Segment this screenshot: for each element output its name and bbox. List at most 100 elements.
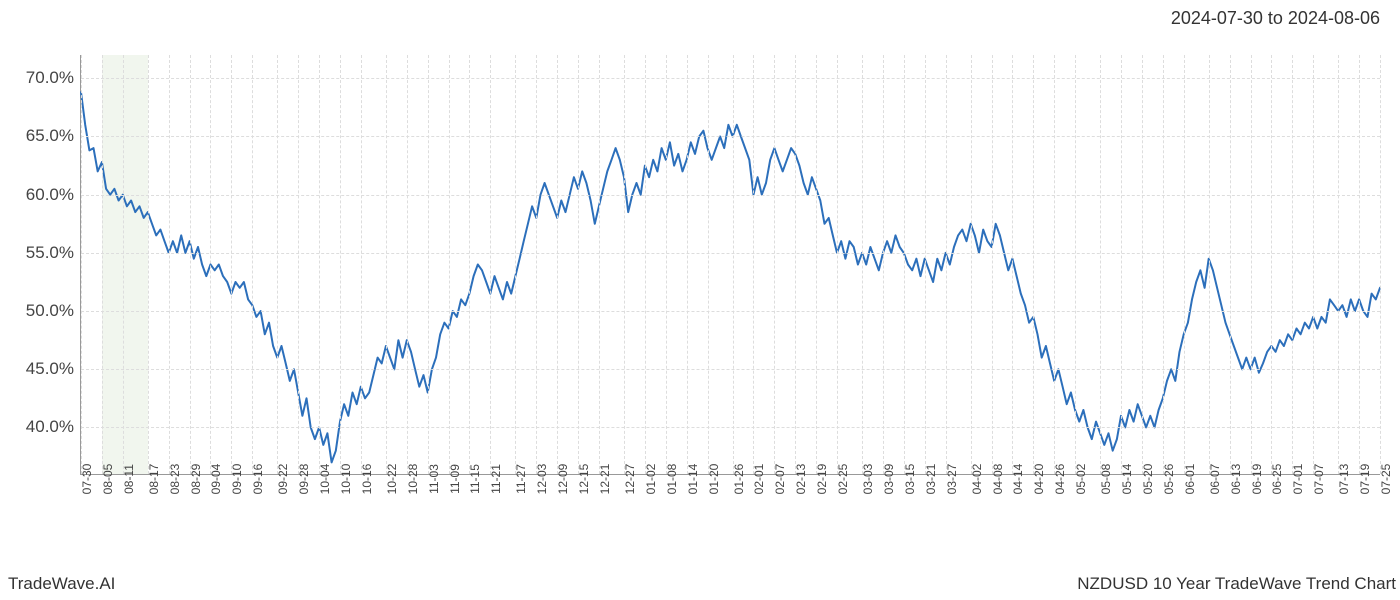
grid-line-v (210, 55, 211, 474)
grid-line-v (123, 55, 124, 474)
x-tick-label: 08-29 (189, 464, 203, 495)
x-tick-label: 02-07 (773, 464, 787, 495)
x-tick-label: 11-15 (468, 464, 482, 494)
grid-line-v (1121, 55, 1122, 474)
x-tick-label: 04-26 (1053, 464, 1067, 495)
x-tick-label: 05-02 (1074, 464, 1088, 495)
grid-line-v (361, 55, 362, 474)
grid-line-v (1054, 55, 1055, 474)
x-tick-label: 12-03 (535, 464, 549, 495)
x-tick-label: 03-09 (882, 464, 896, 495)
x-tick-label: 12-27 (623, 464, 637, 495)
y-tick-label: 70.0% (26, 68, 74, 88)
x-tick-label: 03-03 (861, 464, 875, 495)
x-tick-label: 12-21 (598, 464, 612, 495)
grid-line-v (1184, 55, 1185, 474)
x-tick-label: 05-26 (1162, 464, 1176, 495)
x-tick-label: 10-10 (339, 464, 353, 495)
grid-line-v (340, 55, 341, 474)
x-tick-label: 06-19 (1250, 464, 1264, 495)
x-tick-label: 01-20 (707, 464, 721, 495)
grid-line-v (515, 55, 516, 474)
grid-line-v (774, 55, 775, 474)
grid-line-v (557, 55, 558, 474)
grid-line-v (624, 55, 625, 474)
grid-line-h (81, 78, 1380, 79)
line-chart-svg (81, 55, 1380, 474)
grid-line-v (925, 55, 926, 474)
x-tick-label: 01-26 (732, 464, 746, 495)
x-tick-label: 07-19 (1358, 464, 1372, 495)
x-axis: 07-3008-0508-1108-1708-2308-2909-0409-10… (80, 475, 1380, 555)
grid-line-v (708, 55, 709, 474)
grid-line-v (1338, 55, 1339, 474)
grid-line-v (386, 55, 387, 474)
x-tick-label: 02-19 (815, 464, 829, 495)
y-axis: 40.0%45.0%50.0%55.0%60.0%65.0%70.0% (0, 55, 78, 475)
x-tick-label: 01-02 (644, 464, 658, 495)
x-tick-label: 08-05 (101, 464, 115, 495)
x-tick-label: 07-13 (1337, 464, 1351, 495)
x-tick-label: 04-20 (1032, 464, 1046, 495)
x-tick-label: 09-22 (276, 464, 290, 495)
x-tick-label: 03-27 (945, 464, 959, 495)
x-tick-label: 08-11 (122, 464, 136, 494)
x-tick-label: 10-16 (360, 464, 374, 495)
grid-line-v (1142, 55, 1143, 474)
grid-line-v (169, 55, 170, 474)
grid-line-v (645, 55, 646, 474)
grid-line-v (837, 55, 838, 474)
grid-line-v (319, 55, 320, 474)
grid-line-v (971, 55, 972, 474)
grid-line-v (1292, 55, 1293, 474)
grid-line-v (992, 55, 993, 474)
grid-line-v (469, 55, 470, 474)
trend-line (81, 92, 1380, 462)
grid-line-v (578, 55, 579, 474)
grid-line-v (1100, 55, 1101, 474)
grid-line-v (277, 55, 278, 474)
grid-line-v (428, 55, 429, 474)
x-tick-label: 03-15 (903, 464, 917, 495)
grid-line-v (1271, 55, 1272, 474)
grid-line-v (666, 55, 667, 474)
x-tick-label: 09-04 (209, 464, 223, 495)
x-tick-label: 07-01 (1291, 464, 1305, 495)
x-tick-label: 02-01 (752, 464, 766, 495)
grid-line-v (687, 55, 688, 474)
footer-brand: TradeWave.AI (8, 574, 115, 594)
grid-line-v (753, 55, 754, 474)
grid-line-v (816, 55, 817, 474)
x-tick-label: 04-02 (970, 464, 984, 495)
chart-container: 40.0%45.0%50.0%55.0%60.0%65.0%70.0% 07-3… (80, 55, 1380, 475)
x-tick-label: 05-14 (1120, 464, 1134, 495)
grid-line-v (102, 55, 103, 474)
grid-line-h (81, 427, 1380, 428)
grid-line-v (946, 55, 947, 474)
date-range-label: 2024-07-30 to 2024-08-06 (1171, 8, 1380, 29)
x-tick-label: 11-09 (448, 464, 462, 494)
grid-line-v (1209, 55, 1210, 474)
grid-line-v (1075, 55, 1076, 474)
x-tick-label: 06-25 (1270, 464, 1284, 495)
x-tick-label: 11-03 (427, 464, 441, 494)
x-tick-label: 01-08 (665, 464, 679, 495)
x-tick-label: 07-07 (1312, 464, 1326, 495)
grid-line-v (862, 55, 863, 474)
plot-area (80, 55, 1380, 475)
grid-line-v (231, 55, 232, 474)
x-tick-label: 09-16 (251, 464, 265, 495)
grid-line-v (252, 55, 253, 474)
grid-line-v (904, 55, 905, 474)
grid-line-v (81, 55, 82, 474)
grid-line-v (883, 55, 884, 474)
x-tick-label: 09-28 (297, 464, 311, 495)
x-tick-label: 01-14 (686, 464, 700, 495)
x-tick-label: 06-07 (1208, 464, 1222, 495)
grid-line-v (1359, 55, 1360, 474)
x-tick-label: 05-20 (1141, 464, 1155, 495)
x-tick-label: 04-14 (1011, 464, 1025, 495)
grid-line-v (795, 55, 796, 474)
x-tick-label: 08-17 (147, 464, 161, 495)
grid-line-v (490, 55, 491, 474)
